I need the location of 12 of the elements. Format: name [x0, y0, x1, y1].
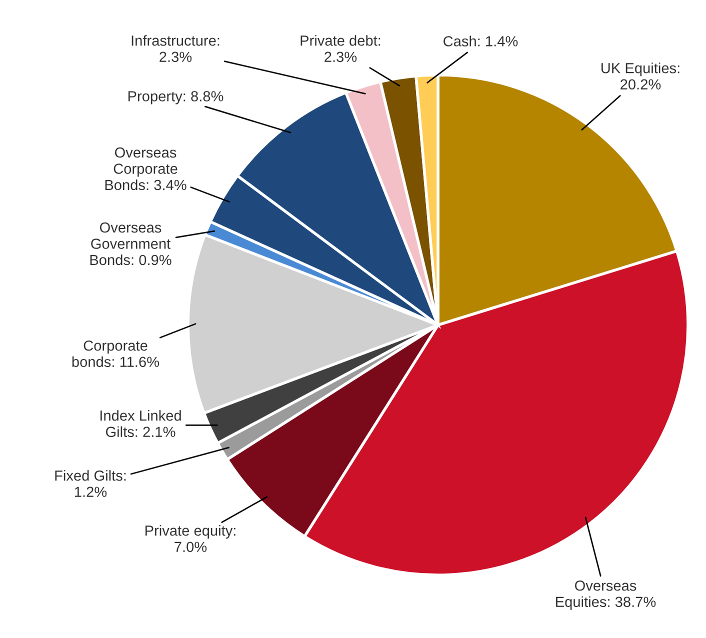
- slice-label: Overseas Corporate Bonds: 3.4%: [105, 147, 186, 190]
- slice-label: Overseas Government Bonds: 0.9%: [90, 222, 172, 266]
- slice-label: Index Linked Gilts: 2.1%: [100, 410, 181, 438]
- slice-label: Overseas Equities: 38.7%: [556, 580, 656, 610]
- slice-label: Fixed Gilts: 1.2%: [55, 470, 126, 497]
- slice-label: Private debt: 2.3%: [300, 35, 380, 62]
- slice-label: Cash: 1.4%: [444, 36, 518, 46]
- slice-label: Property: 8.8%: [128, 91, 224, 104]
- slice-label: UK Equities: 20.2%: [602, 62, 680, 90]
- slice-label: Private equity: 7.0%: [145, 525, 236, 552]
- slice-label: Corporate bonds: 11.6%: [72, 340, 160, 368]
- slice-label: Infrastructure: 2.3%: [132, 35, 220, 62]
